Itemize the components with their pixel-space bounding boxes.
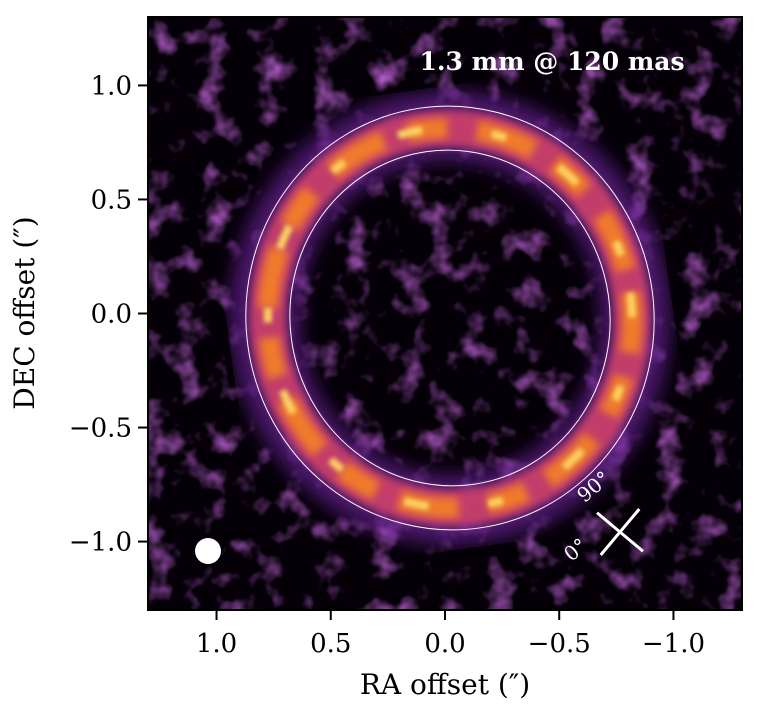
y-tick-label: −1.0 [69, 528, 132, 558]
x-tick-label: 0.5 [310, 629, 351, 659]
x-axis-label: RA offset (″) [360, 668, 530, 701]
y-tick-label: 1.0 [91, 71, 132, 101]
x-tick-label: −1.0 [642, 629, 705, 659]
image: 90° 0° [148, 17, 742, 610]
x-tick-label: 1.0 [196, 629, 237, 659]
y-tick-label: 0.5 [91, 185, 132, 215]
beam [195, 538, 221, 564]
x-tick-label: 0.0 [424, 629, 465, 659]
y-tick-label: 0.0 [91, 300, 132, 330]
chart-title: 1.3 mm @ 120 mas [419, 47, 684, 76]
y-tick-label: −0.5 [69, 414, 132, 444]
compass [596, 508, 644, 556]
y-axis-label: DEC offset (″) [8, 216, 41, 409]
x-tick-label: −0.5 [528, 629, 591, 659]
